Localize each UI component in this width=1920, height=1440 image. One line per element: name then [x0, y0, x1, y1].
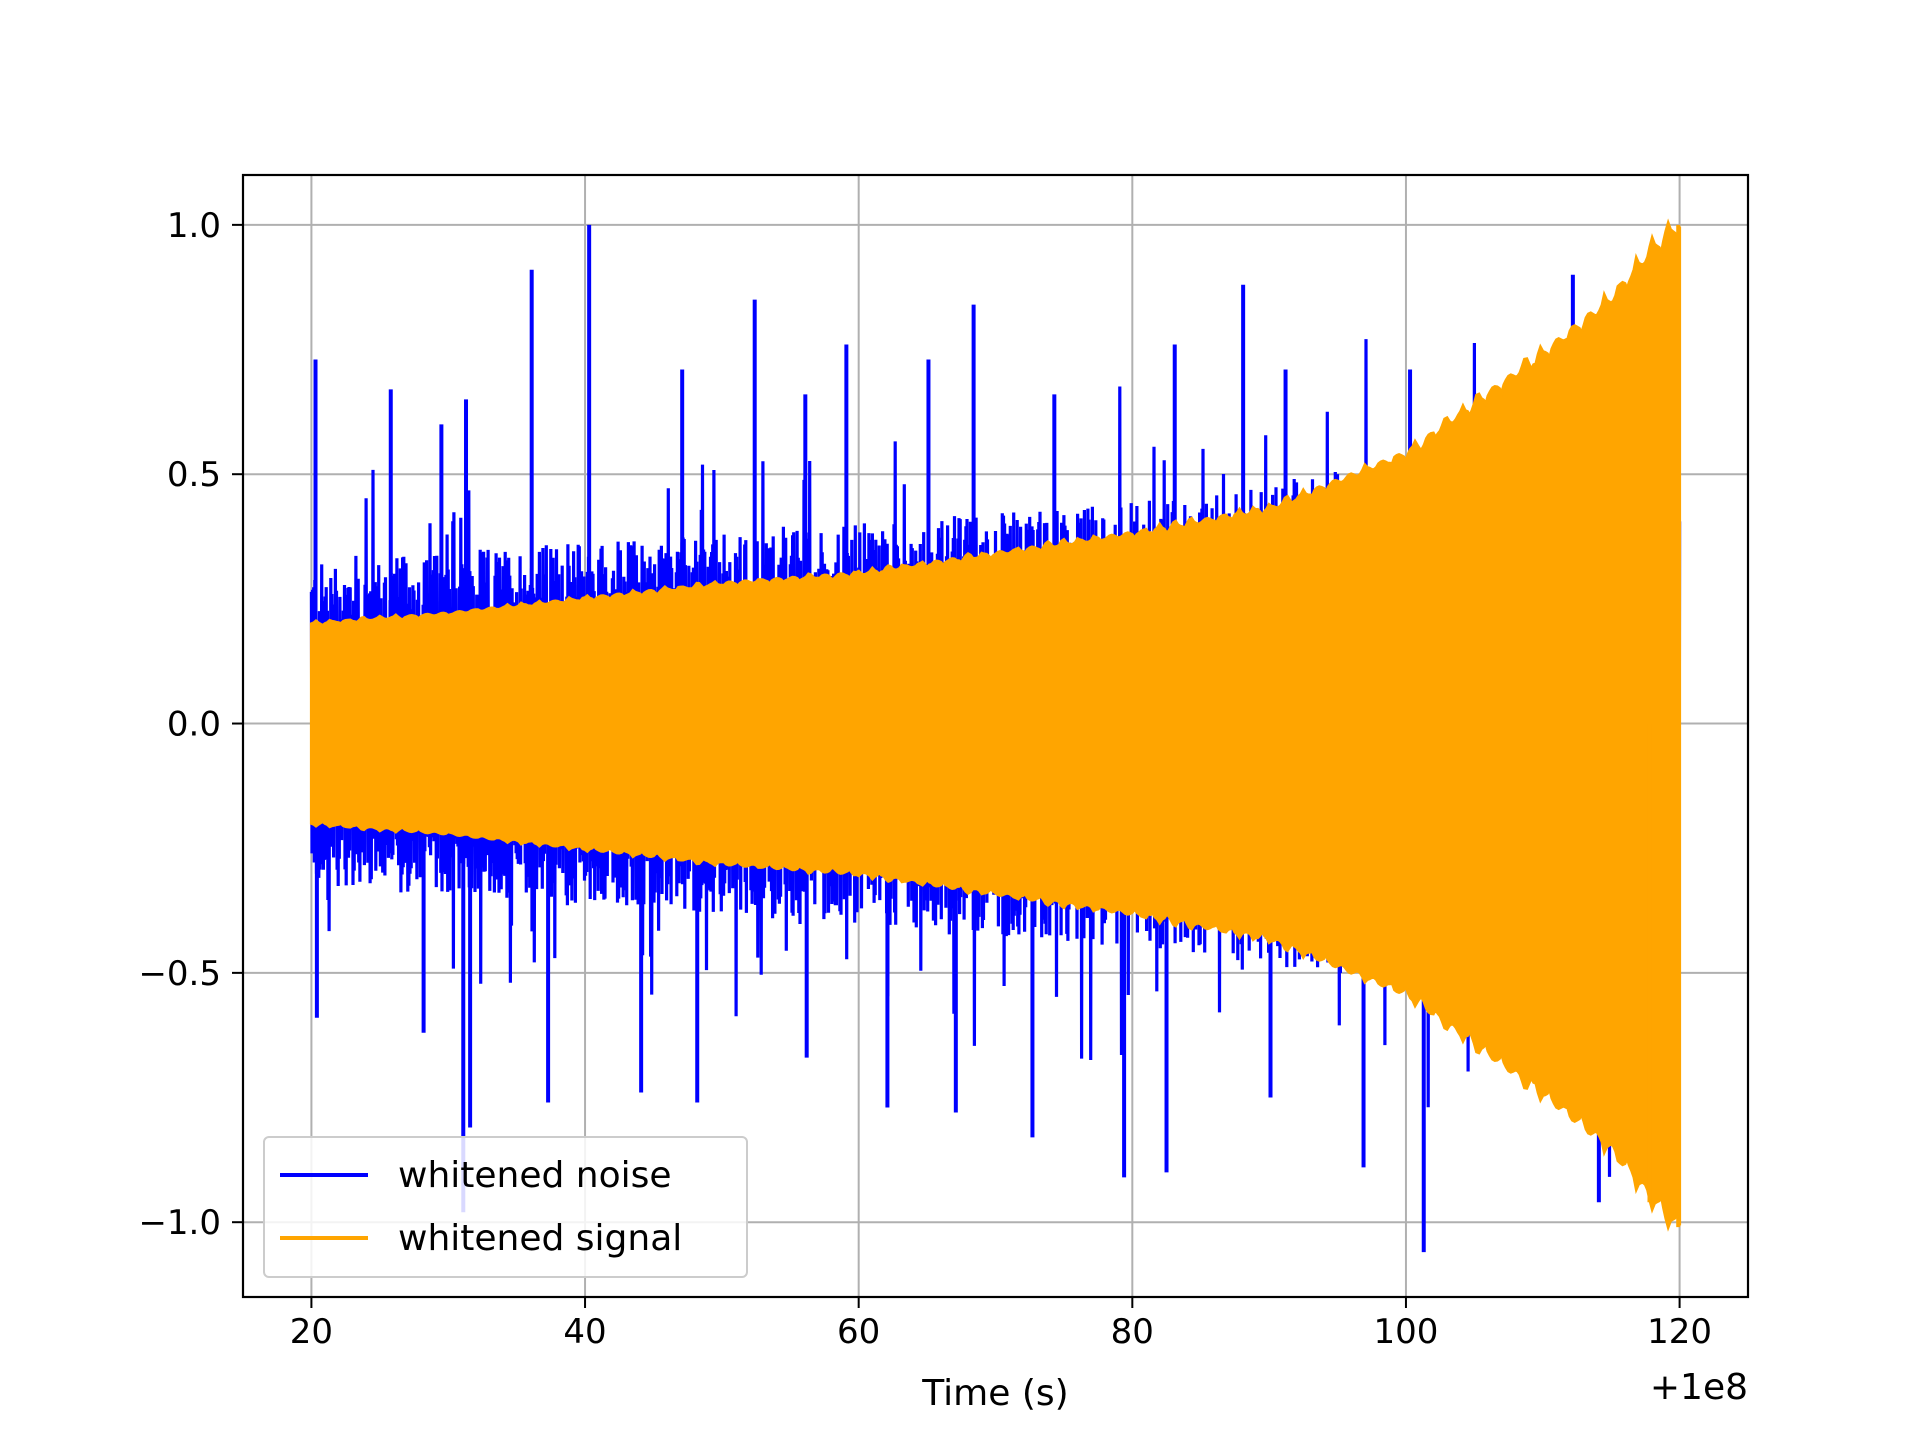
legend-box	[263, 1136, 748, 1278]
y-tick-label: 1.0	[167, 206, 221, 246]
y-tick-label: −0.5	[138, 954, 221, 994]
legend-label: whitened signal	[398, 1218, 682, 1259]
plot-area: 20 40 60 80 100 120 −1.0 −0.5 0.0 0.5 1.0 Time (s) +…	[138, 173, 1750, 1414]
x-axis-label: Time (s)	[921, 1373, 1068, 1414]
x-tick-label: 20	[290, 1312, 333, 1352]
legend-label: whitened noise	[398, 1155, 672, 1196]
y-tick-label: 0.0	[167, 705, 221, 745]
data-group	[309, 218, 1682, 1253]
x-tick-label: 60	[837, 1312, 880, 1352]
y-tick-label: 0.5	[167, 455, 221, 495]
x-tick-label: 80	[1111, 1312, 1154, 1352]
axes-frame	[241, 173, 1750, 1299]
x-tick-label: 120	[1647, 1312, 1712, 1352]
x-tick-label: 100	[1374, 1312, 1439, 1352]
x-tick-label: 40	[563, 1312, 606, 1352]
y-tick-label: −1.0	[138, 1203, 221, 1243]
x-offset-label: +1e8	[1650, 1367, 1748, 1408]
